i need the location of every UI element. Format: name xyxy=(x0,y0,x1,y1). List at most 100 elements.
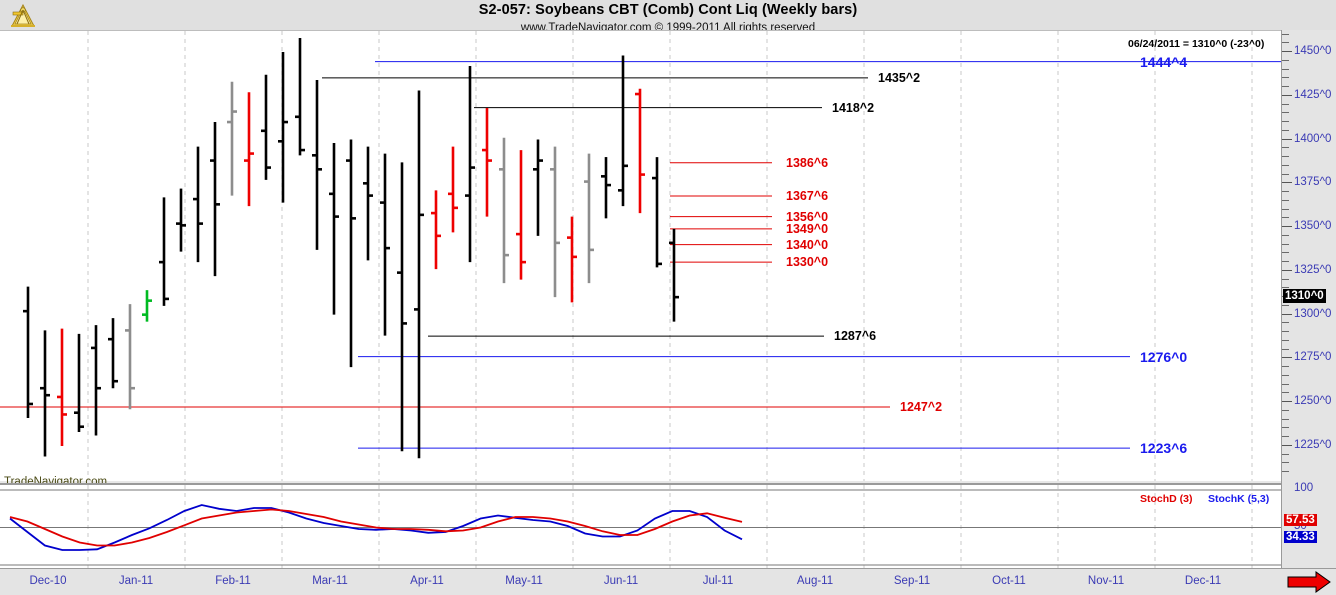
axis-tick xyxy=(1282,278,1289,280)
axis-tick xyxy=(1282,164,1289,166)
last-quote-label: 06/24/2011 = 1310^0 (-23^0) xyxy=(1128,38,1265,50)
stoch-axis-label-100: 100 xyxy=(1294,482,1314,494)
axis-tick xyxy=(1282,269,1292,271)
axis-tick xyxy=(1282,112,1289,114)
axis-tick xyxy=(1282,261,1289,263)
axis-tick xyxy=(1282,156,1289,158)
price-level-label-1340-0[interactable]: 1340^0 xyxy=(786,237,829,252)
axis-tick xyxy=(1282,129,1289,131)
price-axis-label-1375-0: 1375^0 xyxy=(1294,176,1332,189)
axis-tick xyxy=(1282,357,1292,359)
price-axis[interactable]: 1450^0 1425^0 1400^0 1375^0 1350^0 1325^0 1300… xyxy=(1281,30,1336,568)
axis-tick xyxy=(1282,322,1289,324)
axis-tick xyxy=(1282,86,1289,88)
axis-tick xyxy=(1282,59,1289,61)
time-axis-label-Aug-11: Aug-11 xyxy=(796,575,834,587)
axis-tick xyxy=(1282,252,1289,254)
axis-tick xyxy=(1282,234,1289,236)
axis-tick xyxy=(1282,287,1289,289)
axis-tick xyxy=(1282,366,1289,368)
axis-tick xyxy=(1282,208,1289,210)
red-right-arrow-icon[interactable] xyxy=(1286,571,1332,593)
price-level-label-1276-0[interactable]: 1276^0 xyxy=(1140,348,1188,365)
chart-header: S2-057: Soybeans CBT (Comb) Cont Liq (We… xyxy=(0,0,1336,34)
price-level-label-1349-0[interactable]: 1349^0 xyxy=(786,221,829,236)
price-level-label-1418-2[interactable]: 1418^2 xyxy=(832,100,875,115)
axis-tick xyxy=(1282,304,1289,306)
axis-tick xyxy=(1282,33,1289,35)
price-axis-label-1275-0: 1275^0 xyxy=(1294,351,1332,364)
price-level-label-1287-6[interactable]: 1287^6 xyxy=(834,329,877,344)
axis-tick xyxy=(1282,147,1289,149)
time-axis-label-Jan-11: Jan-11 xyxy=(118,575,154,587)
axis-tick xyxy=(1282,199,1289,201)
time-axis-label-Jun-11: Jun-11 xyxy=(603,575,639,587)
axis-tick xyxy=(1282,313,1292,315)
price-axis-label-1450-0: 1450^0 xyxy=(1294,45,1332,57)
axis-tick xyxy=(1282,348,1289,350)
time-axis-label-Dec-10: Dec-10 xyxy=(29,575,67,587)
axis-tick xyxy=(1282,401,1292,403)
time-axis-label-Feb-11: Feb-11 xyxy=(215,575,251,587)
stoch-k-legend[interactable]: StochK (5,3) xyxy=(1208,493,1270,505)
price-level-label-1444-4[interactable]: 1444^4 xyxy=(1140,53,1188,70)
time-axis-label-Apr-11: Apr-11 xyxy=(410,575,444,587)
axis-tick xyxy=(1282,374,1289,376)
price-axis-label-1400-0: 1400^0 xyxy=(1294,132,1332,145)
page-title: S2-057: Soybeans CBT (Comb) Cont Liq (We… xyxy=(478,2,858,18)
price-level-label-1435-2[interactable]: 1435^2 xyxy=(878,70,921,85)
axis-tick xyxy=(1282,77,1289,79)
stoch-d-legend[interactable]: StochD (3) xyxy=(1140,493,1193,505)
time-axis-label-Oct-11: Oct-11 xyxy=(992,575,1026,587)
axis-tick xyxy=(1282,121,1289,123)
price-level-label-1386-6[interactable]: 1386^6 xyxy=(786,155,829,170)
stochastic-plot-svg xyxy=(0,485,1281,570)
axis-tick xyxy=(1282,444,1292,446)
axis-tick xyxy=(1282,392,1289,394)
axis-tick xyxy=(1282,427,1289,429)
last-price-marker: 1310^0 xyxy=(1283,289,1326,304)
axis-tick xyxy=(1282,383,1289,385)
axis-tick xyxy=(1282,462,1289,464)
price-axis-label-1250-0: 1250^0 xyxy=(1294,395,1332,408)
time-axis-label-Mar-11: Mar-11 xyxy=(312,575,348,587)
price-axis-label-1225-0: 1225^0 xyxy=(1294,438,1332,451)
time-axis-label-Sep-11: Sep-11 xyxy=(893,575,931,587)
time-axis-label-May-11: May-11 xyxy=(505,575,543,587)
axis-tick xyxy=(1282,471,1289,473)
axis-tick xyxy=(1282,453,1289,455)
axis-tick xyxy=(1282,138,1292,140)
axis-tick xyxy=(1282,331,1289,333)
axis-tick xyxy=(1282,409,1289,411)
stochastic-pane[interactable]: StochD (3) StochK (5,3) xyxy=(0,483,1281,570)
axis-tick xyxy=(1282,103,1289,105)
axis-tick xyxy=(1282,182,1292,184)
time-axis-label-Dec-11: Dec-11 xyxy=(1184,575,1222,587)
price-level-label-1367-6[interactable]: 1367^6 xyxy=(786,189,829,204)
axis-tick xyxy=(1282,436,1289,438)
axis-tick xyxy=(1282,226,1292,228)
axis-tick xyxy=(1282,217,1289,219)
stoch-k-value-marker: 34.33 xyxy=(1284,531,1317,544)
price-level-label-1330-0[interactable]: 1330^0 xyxy=(786,255,829,270)
axis-tick xyxy=(1282,418,1289,420)
axis-tick xyxy=(1282,68,1289,70)
time-axis-label-Jul-11: Jul-11 xyxy=(702,575,734,587)
price-axis-label-1300-0: 1300^0 xyxy=(1294,307,1332,320)
sextant-logo-icon xyxy=(6,2,40,30)
axis-tick xyxy=(1282,94,1292,96)
price-level-label-1223-6[interactable]: 1223^6 xyxy=(1140,440,1188,457)
price-level-label-1356-0[interactable]: 1356^0 xyxy=(786,209,829,224)
price-chart-pane[interactable]: 06/24/2011 = 1310^0 (-23^0) TradeNavigat… xyxy=(0,30,1281,488)
axis-tick xyxy=(1282,42,1289,44)
time-axis-label-Nov-11: Nov-11 xyxy=(1087,575,1125,587)
axis-tick xyxy=(1282,339,1289,341)
price-axis-label-1425-0: 1425^0 xyxy=(1294,88,1332,101)
time-axis[interactable]: Dec-10 Jan-11 Feb-11 Mar-11 Apr-11 May-11 Jun-… xyxy=(0,568,1336,595)
axis-tick xyxy=(1282,191,1289,193)
price-level-label-1247-2[interactable]: 1247^2 xyxy=(900,400,943,415)
axis-tick xyxy=(1282,51,1292,52)
stoch-d-value-marker: 57.53 xyxy=(1284,513,1317,526)
price-axis-label-1350-0: 1350^0 xyxy=(1294,220,1332,233)
